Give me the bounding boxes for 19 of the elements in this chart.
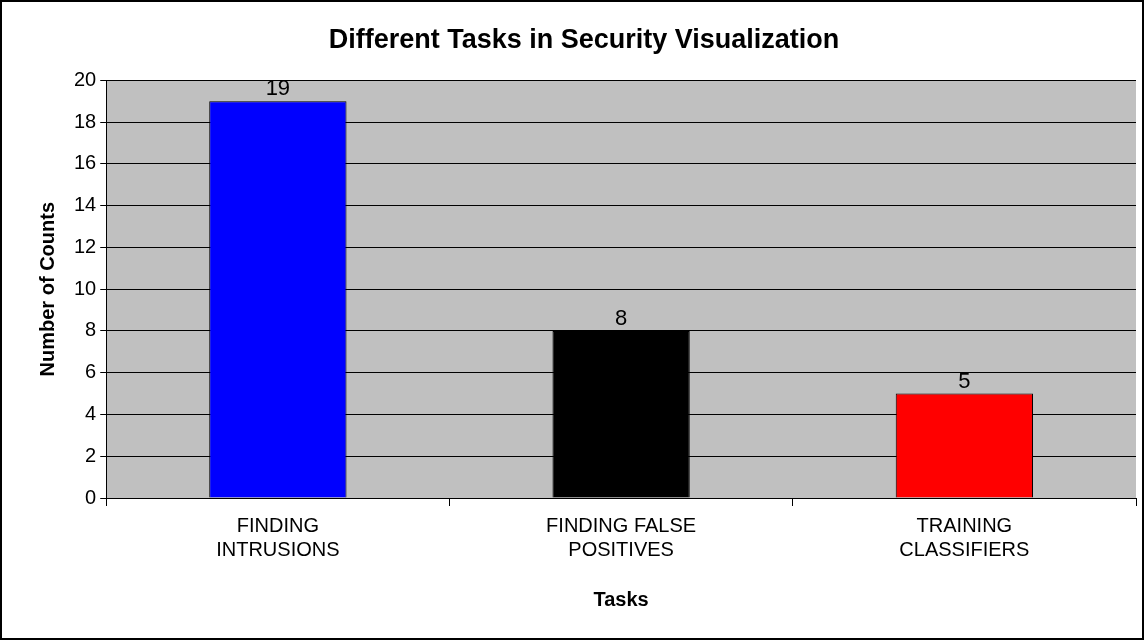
x-tick-label: FINDING FALSE POSITIVES bbox=[546, 513, 697, 560]
data-label: 5 bbox=[958, 367, 971, 393]
data-label: 8 bbox=[615, 305, 628, 331]
y-tick-label: 14 bbox=[74, 193, 97, 216]
x-tick-label: TRAINING CLASSIFIERS bbox=[899, 513, 1030, 560]
y-tick-label: 10 bbox=[74, 276, 97, 299]
y-tick-label: 20 bbox=[74, 67, 97, 90]
chart-title: Different Tasks in Security Visualization bbox=[328, 23, 840, 54]
y-axis-title: Number of Counts bbox=[35, 201, 58, 377]
x-tick-label: FINDING INTRUSIONS bbox=[216, 513, 340, 560]
y-tick-label: 6 bbox=[85, 360, 97, 383]
y-tick-label: 2 bbox=[85, 443, 97, 466]
y-tick-label: 4 bbox=[85, 402, 97, 424]
y-tick-label: 16 bbox=[74, 151, 97, 174]
y-tick-label: 12 bbox=[74, 234, 97, 257]
y-tick-label: 8 bbox=[85, 318, 97, 341]
x-axis-title: Tasks bbox=[593, 587, 649, 610]
y-tick-label: 0 bbox=[85, 485, 97, 508]
y-tick-label: 18 bbox=[74, 109, 97, 132]
